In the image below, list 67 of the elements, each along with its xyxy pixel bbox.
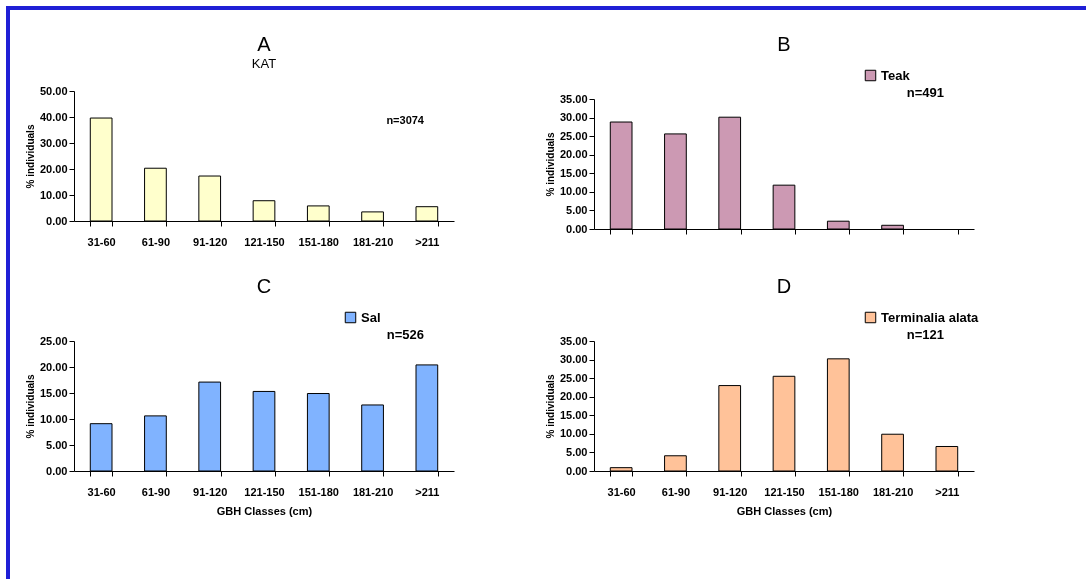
x-tick-label: 31-60 <box>607 485 636 498</box>
y-tick-label: 50.00 <box>39 84 68 97</box>
y-tick-label: 10.00 <box>559 427 588 440</box>
y-tick-label: 0.00 <box>46 464 68 477</box>
x-tick-label: 181-210 <box>352 485 394 498</box>
x-tick-label: 121-150 <box>764 485 805 498</box>
x-tick-label: 31-60 <box>87 235 116 248</box>
annotation: n=526 <box>386 327 424 342</box>
y-tick-label: 10.00 <box>559 185 588 198</box>
y-tick-label: 30.00 <box>559 353 588 366</box>
x-tick-label: >211 <box>415 485 440 498</box>
x-tick-label: >211 <box>415 235 440 248</box>
chart-title: C <box>256 275 272 297</box>
legend-label: Teak <box>881 67 911 83</box>
y-tick-label: 25.00 <box>39 334 68 347</box>
y-axis-title: % individuals <box>544 132 556 197</box>
x-tick-label: 121-150 <box>244 235 285 248</box>
x-tick-label: 151-180 <box>298 235 339 248</box>
y-tick-label: 15.00 <box>559 166 588 179</box>
y-axis-title: % individuals <box>24 374 36 439</box>
y-tick-label: 35.00 <box>559 92 588 105</box>
x-tick-label: 91-120 <box>193 485 228 498</box>
x-tick-label: 61-90 <box>141 485 170 498</box>
chart-title: D <box>776 275 792 297</box>
x-tick-label: 61-90 <box>141 235 170 248</box>
y-tick-label: 10.00 <box>39 412 68 425</box>
x-tick-label: 181-210 <box>872 485 914 498</box>
x-tick-label: 61-90 <box>661 485 690 498</box>
chart-title: B <box>777 33 791 55</box>
y-tick-label: 5.00 <box>46 438 68 451</box>
chart-subtitle: KAT <box>251 56 277 71</box>
legend-label: Sal <box>361 309 381 325</box>
y-tick-label: 30.00 <box>39 136 68 149</box>
x-axis-title: GBH Classes (cm) <box>216 504 313 517</box>
y-tick-label: 15.00 <box>559 408 588 421</box>
x-tick-label: 151-180 <box>298 485 339 498</box>
y-axis-title: % individuals <box>24 124 36 189</box>
legend-label: Terminalia alata <box>881 309 980 325</box>
y-tick-label: 25.00 <box>559 371 588 384</box>
y-tick-label: 25.00 <box>559 129 588 142</box>
x-tick-label: 151-180 <box>818 485 859 498</box>
y-tick-label: 35.00 <box>559 334 588 347</box>
x-axis-title: GBH Classes (cm) <box>736 504 833 517</box>
annotation: n=3074 <box>386 114 425 126</box>
x-tick-label: 91-120 <box>713 485 748 498</box>
chart-title: A <box>257 33 272 55</box>
y-tick-label: 15.00 <box>39 386 68 399</box>
y-tick-label: 40.00 <box>39 110 68 123</box>
y-tick-label: 20.00 <box>39 360 68 373</box>
y-tick-label: 0.00 <box>566 464 588 477</box>
x-tick-label: 31-60 <box>87 485 116 498</box>
y-tick-label: 5.00 <box>566 203 588 216</box>
y-tick-label: 30.00 <box>559 111 588 124</box>
x-tick-label: 181-210 <box>352 235 394 248</box>
annotation: n=491 <box>906 85 944 100</box>
annotation: n=121 <box>906 327 944 342</box>
x-tick-label: 91-120 <box>193 235 228 248</box>
y-tick-label: 20.00 <box>39 162 68 175</box>
y-tick-label: 5.00 <box>566 445 588 458</box>
y-axis-title: % individuals <box>544 374 556 439</box>
y-tick-label: 0.00 <box>566 222 588 235</box>
y-tick-label: 20.00 <box>559 390 588 403</box>
x-tick-label: 121-150 <box>244 485 285 498</box>
x-tick-label: >211 <box>935 485 960 498</box>
y-tick-label: 10.00 <box>39 188 68 201</box>
y-tick-label: 20.00 <box>559 148 588 161</box>
y-tick-label: 0.00 <box>46 214 68 227</box>
